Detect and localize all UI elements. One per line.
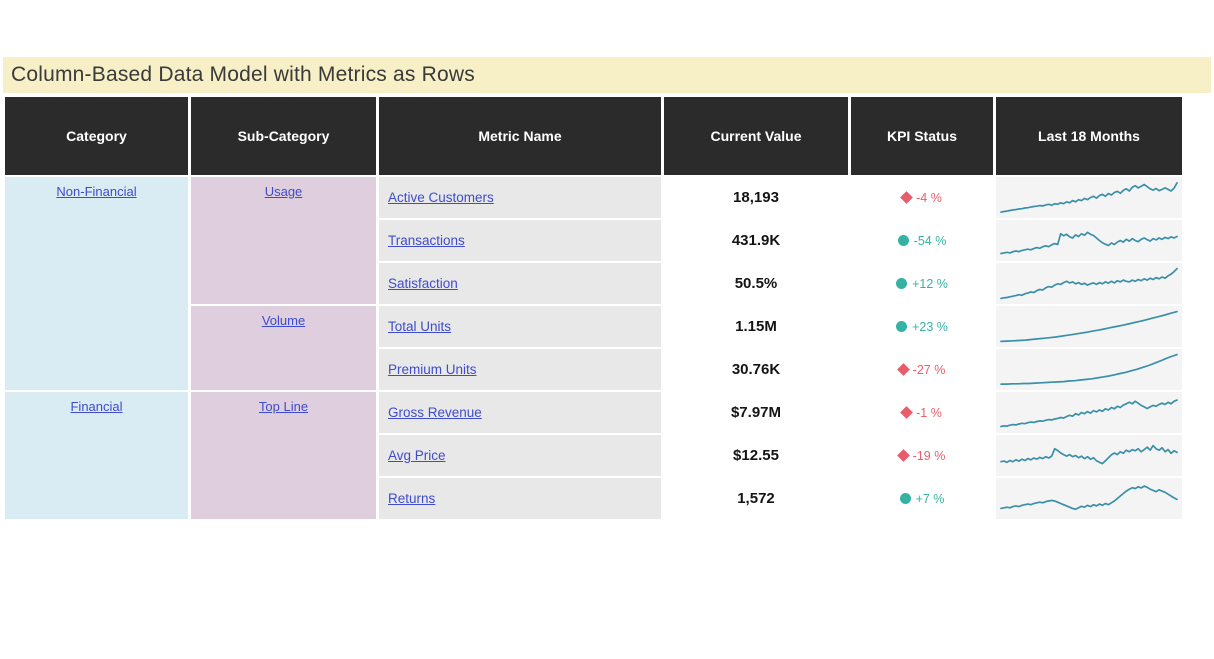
kpi-circle-icon <box>896 278 908 289</box>
sparkline-svg <box>1000 353 1178 385</box>
category-link[interactable]: Financial <box>70 399 123 414</box>
sparkline-svg <box>1000 231 1178 255</box>
kpi-circle-icon <box>897 235 909 246</box>
kpi-status-cell: -27 % <box>851 349 993 390</box>
metric-cell: Avg Price <box>379 435 661 476</box>
column-header-sub-category[interactable]: Sub-Category <box>191 97 376 175</box>
category-link[interactable]: Non-Financial <box>56 184 137 199</box>
report-title-bar: Column-Based Data Model with Metrics as … <box>3 57 1211 93</box>
metrics-table: Category Sub-Category Metric Name Curren… <box>5 97 1214 519</box>
kpi-circle-icon <box>896 321 908 332</box>
kpi-status-cell: -54 % <box>851 220 993 261</box>
metric-cell: Returns <box>379 478 661 519</box>
sparkline-cell <box>996 220 1182 261</box>
metric-link[interactable]: Returns <box>388 491 436 506</box>
sparkline-svg <box>1000 444 1178 465</box>
sparkline-cell <box>996 263 1182 304</box>
metric-cell: Premium Units <box>379 349 661 390</box>
metric-cell: Active Customers <box>379 177 661 218</box>
metric-link[interactable]: Satisfaction <box>388 276 458 291</box>
sparkline-svg <box>1000 182 1178 213</box>
kpi-diamond-icon <box>900 406 914 419</box>
kpi-value: +12 % <box>912 276 948 291</box>
sparkline-svg <box>1000 310 1178 343</box>
kpi-diamond-icon <box>896 449 910 462</box>
metric-link[interactable]: Avg Price <box>388 448 446 463</box>
sparkline-svg <box>1000 267 1178 300</box>
subcategory-cell-usage: Usage <box>191 177 376 304</box>
metric-cell: Satisfaction <box>379 263 661 304</box>
page-title: Column-Based Data Model with Metrics as … <box>11 63 475 86</box>
current-value: $12.55 <box>664 435 848 476</box>
subcategory-link[interactable]: Usage <box>264 184 303 199</box>
metric-link[interactable]: Active Customers <box>388 190 494 205</box>
current-value: 431.9K <box>664 220 848 261</box>
kpi-value: +7 % <box>915 491 945 506</box>
kpi-value: -27 % <box>912 362 946 377</box>
sparkline-cell <box>996 349 1182 390</box>
kpi-value: -19 % <box>912 448 946 463</box>
subcategory-cell-volume: Volume <box>191 306 376 390</box>
column-header-current-value[interactable]: Current Value <box>664 97 848 175</box>
current-value: 1,572 <box>664 478 848 519</box>
column-header-kpi-status[interactable]: KPI Status <box>851 97 993 175</box>
kpi-status-cell: +23 % <box>851 306 993 347</box>
kpi-value: -1 % <box>916 405 942 420</box>
metric-link[interactable]: Transactions <box>388 233 465 248</box>
metric-cell: Total Units <box>379 306 661 347</box>
kpi-circle-icon <box>899 493 911 504</box>
metric-cell: Gross Revenue <box>379 392 661 433</box>
metric-link[interactable]: Premium Units <box>388 362 477 377</box>
column-header-metric-name[interactable]: Metric Name <box>379 97 661 175</box>
current-value: $7.97M <box>664 392 848 433</box>
sparkline-cell <box>996 306 1182 347</box>
sparkline-cell <box>996 392 1182 433</box>
column-header-last-18-months[interactable]: Last 18 Months <box>996 97 1182 175</box>
kpi-value: +23 % <box>912 319 948 334</box>
kpi-diamond-icon <box>900 191 914 204</box>
current-value: 50.5% <box>664 263 848 304</box>
kpi-value: -4 % <box>916 190 942 205</box>
sparkline-svg <box>1000 399 1178 428</box>
kpi-status-cell: +12 % <box>851 263 993 304</box>
sparkline-svg <box>1000 485 1178 511</box>
column-header-category[interactable]: Category <box>5 97 188 175</box>
subcategory-cell-top-line: Top Line <box>191 392 376 519</box>
metric-link[interactable]: Gross Revenue <box>388 405 482 420</box>
sparkline-cell <box>996 177 1182 218</box>
category-cell-non-financial: Non-Financial <box>5 177 188 390</box>
subcategory-link[interactable]: Volume <box>261 313 306 328</box>
kpi-status-cell: +7 % <box>851 478 993 519</box>
category-cell-financial: Financial <box>5 392 188 519</box>
sparkline-cell <box>996 478 1182 519</box>
current-value: 30.76K <box>664 349 848 390</box>
metric-link[interactable]: Total Units <box>388 319 452 334</box>
current-value: 18,193 <box>664 177 848 218</box>
kpi-status-cell: -4 % <box>851 177 993 218</box>
subcategory-link[interactable]: Top Line <box>258 399 309 414</box>
metric-cell: Transactions <box>379 220 661 261</box>
kpi-status-cell: -1 % <box>851 392 993 433</box>
kpi-status-cell: -19 % <box>851 435 993 476</box>
sparkline-cell <box>996 435 1182 476</box>
kpi-diamond-icon <box>896 363 910 376</box>
current-value: 1.15M <box>664 306 848 347</box>
kpi-value: -54 % <box>913 233 947 248</box>
